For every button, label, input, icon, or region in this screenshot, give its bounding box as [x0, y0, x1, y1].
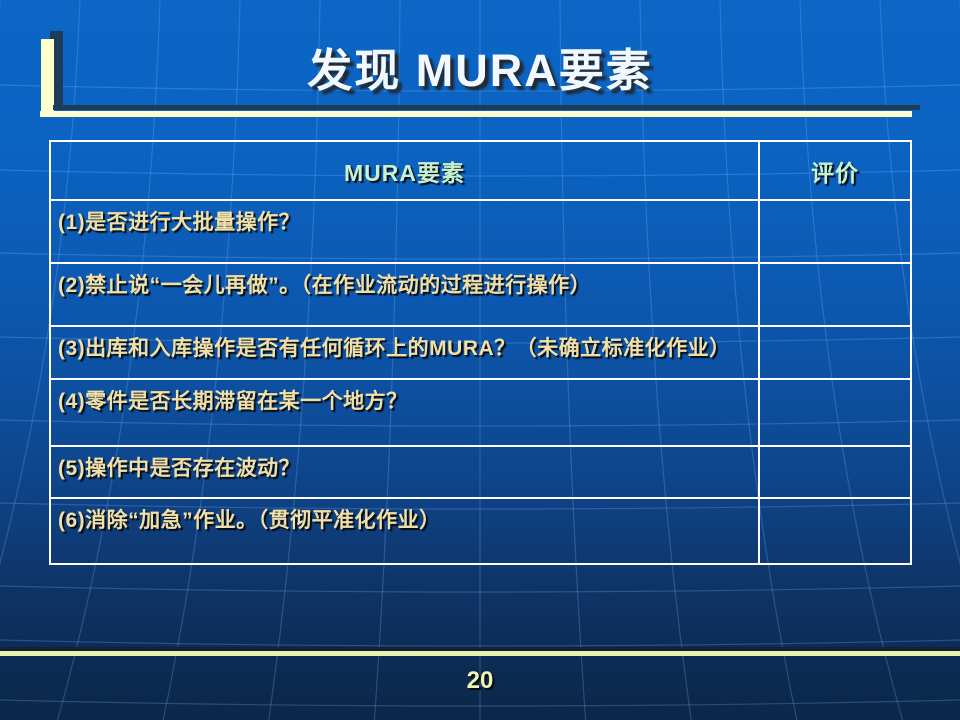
table-row: (2)禁止说“一会儿再做”。（在作业流动的过程进行操作） [51, 264, 910, 327]
evaluation-cell [758, 201, 910, 262]
evaluation-cell [758, 264, 910, 325]
table-row: (3)出库和入库操作是否有任何循环上的MURA？（未确立标准化作业） [51, 327, 910, 380]
title-underline-shadow [53, 105, 920, 110]
column-header-factor: MURA要素 [344, 159, 465, 186]
table-row: (5)操作中是否存在波动？ [51, 447, 910, 499]
evaluation-cell [758, 327, 910, 378]
title-underline [40, 111, 912, 117]
factor-cell: (6)消除“加急”作业。（贯彻平准化作业） [58, 509, 441, 532]
table-row: (4)零件是否长期滞留在某一个地方？ [51, 380, 910, 447]
column-header-evaluation: 评价 [758, 142, 910, 199]
factor-cell: (2)禁止说“一会儿再做”。（在作业流动的过程进行操作） [58, 274, 592, 297]
accent-bar [41, 39, 54, 113]
evaluation-cell [758, 447, 910, 497]
evaluation-cell [758, 380, 910, 445]
factor-cell: (4)零件是否长期滞留在某一个地方？ [58, 390, 408, 413]
factor-cell: (3)出库和入库操作是否有任何循环上的MURA？（未确立标准化作业） [58, 337, 731, 360]
factor-cell: (5)操作中是否存在波动？ [58, 457, 301, 480]
table-header-row: MURA要素 评价 [51, 142, 910, 201]
footer-line-shadow [0, 647, 960, 651]
mura-factors-table: MURA要素 评价 (1)是否进行大批量操作？ (2)禁止说“一会儿再做”。（在… [49, 140, 912, 565]
page-number: 20 [466, 667, 494, 694]
page-title: 发现 MURA要素 [307, 45, 653, 96]
table-row: (1)是否进行大批量操作？ [51, 201, 910, 264]
factor-cell: (1)是否进行大批量操作？ [58, 211, 301, 234]
table-row: (6)消除“加急”作业。（贯彻平准化作业） [51, 499, 910, 563]
footer-line [0, 651, 960, 656]
evaluation-cell [758, 499, 910, 563]
